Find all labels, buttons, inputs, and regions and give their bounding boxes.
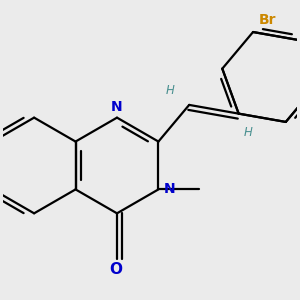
Text: H: H — [166, 84, 175, 97]
Text: N: N — [164, 182, 176, 197]
Text: H: H — [244, 126, 253, 139]
Text: N: N — [111, 100, 123, 114]
Text: O: O — [110, 262, 123, 278]
Text: Br: Br — [259, 14, 276, 27]
